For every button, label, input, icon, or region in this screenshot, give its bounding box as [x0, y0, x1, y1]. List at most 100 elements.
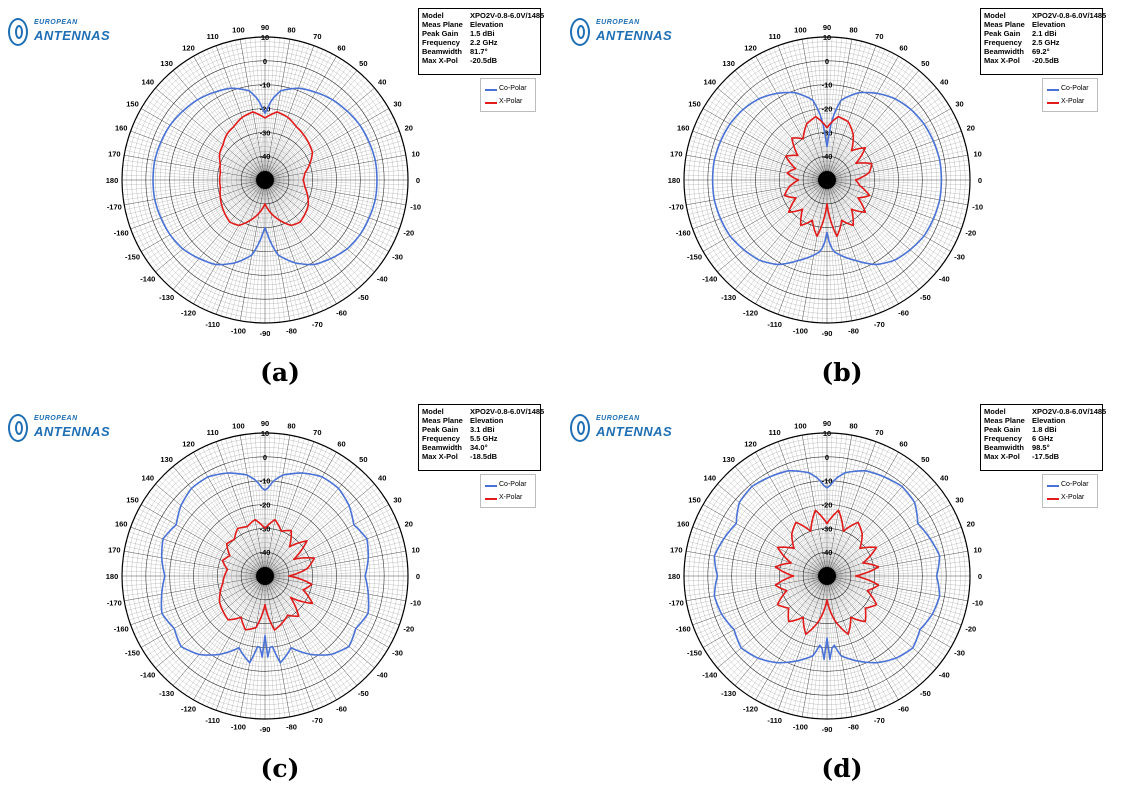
angle-label--170: -170 — [669, 599, 684, 608]
angle-label-50: 50 — [359, 59, 367, 68]
radial-tick-label: 10 — [823, 33, 831, 42]
grid-ring — [174, 485, 356, 667]
logo-line2: ANTENNAS — [596, 28, 673, 43]
info-key-max-xpol: Max X-Pol — [422, 56, 458, 65]
pattern-panel-d: EUROPEAN ANTENNAS 0 10 20 30 40 50 60 70 80 90 100… — [562, 396, 1123, 792]
info-model: XPO2V-0.8-6.0V/1485 — [1032, 11, 1107, 20]
angle-label--50: -50 — [358, 293, 369, 302]
grid-ring — [245, 160, 285, 200]
angle-label--90: -90 — [822, 725, 833, 734]
angle-label-30: 30 — [955, 100, 963, 109]
grid-center-dot — [818, 171, 836, 189]
series-co-polar — [713, 469, 941, 664]
grid-ring — [817, 170, 837, 190]
angle-label-100: 100 — [794, 25, 807, 34]
grid-ring — [783, 136, 871, 224]
radial-tick-label: 0 — [825, 453, 829, 462]
grid-ring — [726, 79, 928, 281]
info-key-model: Model — [984, 11, 1006, 20]
grid-ring — [140, 451, 390, 701]
angle-label--110: -110 — [767, 716, 782, 725]
angle-label-20: 20 — [967, 520, 975, 529]
angle-label--130: -130 — [721, 689, 736, 698]
radial-tick-label: -10 — [260, 81, 271, 90]
logo-line1: EUROPEAN — [596, 19, 640, 26]
info-frequency: 5.5 GHz — [470, 434, 498, 443]
angle-label-0: 0 — [416, 176, 420, 185]
legend-swatch-x-polar — [485, 498, 497, 500]
grid-ring — [741, 94, 913, 266]
angle-label-0: 0 — [978, 176, 982, 185]
angle-label-110: 110 — [207, 32, 219, 41]
info-key-beamwidth: Beamwidth — [422, 47, 463, 56]
radial-tick-label: -20 — [260, 105, 271, 114]
info-key-beamwidth: Beamwidth — [984, 443, 1025, 452]
legend-swatch-co-polar — [485, 89, 497, 91]
info-key-beamwidth: Beamwidth — [422, 443, 463, 452]
info-frequency: 2.2 GHz — [470, 38, 498, 47]
angle-label--130: -130 — [159, 689, 174, 698]
grid-ring — [207, 518, 323, 634]
angle-label-60: 60 — [337, 43, 345, 52]
angle-label-90: 90 — [261, 419, 269, 428]
angle-label--170: -170 — [107, 599, 122, 608]
grid-ring — [164, 79, 366, 281]
grid-ring — [812, 165, 842, 195]
angle-label--50: -50 — [358, 689, 369, 698]
series-x-polar — [774, 509, 880, 635]
info-key-model: Model — [984, 407, 1006, 416]
grid-ring — [702, 451, 952, 701]
grid-ring — [159, 74, 371, 286]
logo-inner-ring-icon — [577, 421, 585, 435]
radial-tick-label: 0 — [825, 57, 829, 66]
angle-label--70: -70 — [312, 716, 323, 725]
angle-label-40: 40 — [940, 474, 948, 483]
angle-label--60: -60 — [336, 705, 347, 714]
info-beamwidth: 98.5° — [1032, 443, 1050, 452]
legend-swatch-x-polar — [1047, 102, 1059, 104]
angle-label--50: -50 — [920, 293, 931, 302]
angle-label--60: -60 — [336, 309, 347, 318]
info-peak-gain: 1.8 dBi — [1032, 425, 1057, 434]
angle-label-120: 120 — [744, 43, 757, 52]
angle-label-20: 20 — [967, 124, 975, 133]
grid-ring — [159, 470, 371, 682]
polar-grid — [121, 36, 409, 324]
grid-ring — [745, 98, 909, 262]
angle-label-180: 180 — [106, 176, 119, 185]
logo-line2: ANTENNAS — [34, 28, 111, 43]
grid-ring — [131, 46, 399, 314]
angle-label-110: 110 — [207, 428, 219, 437]
pattern-panel-c: EUROPEAN ANTENNAS 0 10 20 30 40 50 60 70 80 90 100… — [0, 396, 561, 792]
angle-label-150: 150 — [126, 100, 139, 109]
grid-ring — [755, 108, 899, 252]
legend-swatch-x-polar — [485, 102, 497, 104]
radial-tick-label: -20 — [260, 501, 271, 510]
series-x-polar — [218, 111, 314, 227]
angle-label-160: 160 — [677, 124, 690, 133]
info-peak-gain: 2.1 dBi — [1032, 29, 1057, 38]
angle-label--160: -160 — [676, 228, 691, 237]
grid-ring — [688, 41, 966, 319]
grid-ring — [731, 480, 923, 672]
european-antennas-logo: EUROPEAN ANTENNAS — [570, 16, 700, 52]
angle-label--120: -120 — [181, 705, 196, 714]
angle-label-100: 100 — [794, 421, 807, 430]
angle-label--140: -140 — [140, 670, 155, 679]
radial-tick-label: -10 — [260, 477, 271, 486]
european-antennas-logo: EUROPEAN ANTENNAS — [570, 412, 700, 448]
radial-tick-label: -40 — [822, 548, 833, 557]
grid-ring — [717, 70, 937, 290]
grid-ring — [255, 566, 275, 586]
info-box: Model XPO2V-0.8-6.0V/1485 Meas Plane Eleva… — [980, 8, 1107, 75]
angle-label-70: 70 — [313, 32, 321, 41]
legend-label-x-polar: X-Polar — [1061, 98, 1085, 105]
angle-label--160: -160 — [676, 624, 691, 633]
logo-line1: EUROPEAN — [34, 19, 78, 26]
angle-label--10: -10 — [410, 599, 421, 608]
grid-ring — [183, 98, 347, 262]
grid-ring — [250, 165, 280, 195]
grid-ring — [783, 532, 871, 620]
angle-label-60: 60 — [899, 43, 907, 52]
radial-tick-label: -30 — [822, 524, 833, 533]
